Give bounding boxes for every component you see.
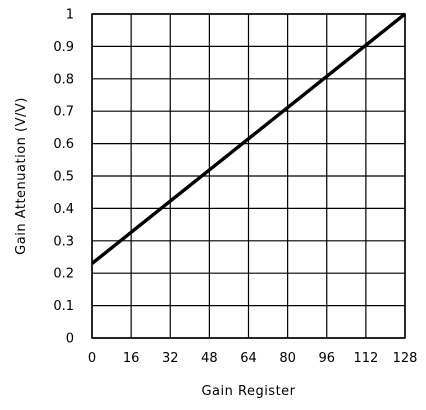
x-tick-label: 128 xyxy=(393,351,418,366)
x-tick-label: 16 xyxy=(123,351,140,366)
plot-frame xyxy=(91,13,406,339)
y-tick-label: 0.9 xyxy=(53,40,74,55)
y-tick-label: 0.2 xyxy=(53,267,74,282)
y-tick-label: 0.1 xyxy=(53,299,74,314)
y-tick-label: 0.3 xyxy=(53,234,74,249)
y-tick-label: 0.4 xyxy=(53,202,74,217)
y-tick-label: 0.7 xyxy=(53,105,74,120)
y-tick-label: 1 xyxy=(66,8,74,23)
y-tick-labels: 0 0.1 0.2 0.3 0.4 0.5 0.6 0.7 0.8 0.9 1 xyxy=(53,8,74,347)
x-tick-labels: 0 16 32 48 64 80 96 112 128 xyxy=(88,351,418,366)
x-axis-label: Gain Register xyxy=(201,384,295,399)
y-axis-label: Gain Attenuation (V/V) xyxy=(14,97,29,255)
x-tick-label: 96 xyxy=(318,351,335,366)
y-tick-label: 0.6 xyxy=(53,137,74,152)
x-tick-label: 64 xyxy=(240,351,257,366)
y-tick-label: 0.8 xyxy=(53,72,74,87)
series-group xyxy=(90,12,407,265)
x-tick-label: 0 xyxy=(88,351,96,366)
grid xyxy=(91,13,406,339)
y-tick-label: 0.5 xyxy=(53,170,74,185)
x-tick-label: 48 xyxy=(201,351,218,366)
x-tick-label: 80 xyxy=(279,351,296,366)
x-tick-label: 32 xyxy=(162,351,179,366)
series-line-0 xyxy=(90,12,407,265)
y-tick-label: 0 xyxy=(66,332,74,347)
x-tick-label: 112 xyxy=(353,351,378,366)
